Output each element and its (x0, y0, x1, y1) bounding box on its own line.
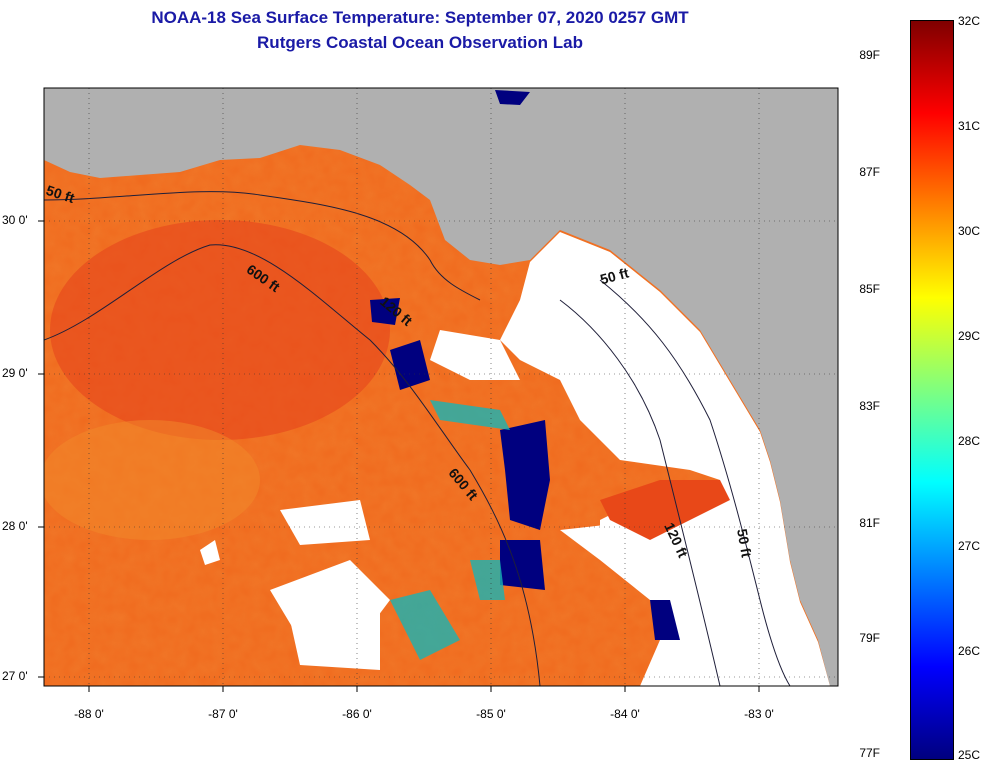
cloud-patch (280, 500, 370, 545)
fahrenheit-label: 85F (859, 282, 880, 296)
lat-label: 27 0' (2, 669, 28, 683)
celsius-label: 25C (958, 748, 981, 762)
celsius-label: 30C (958, 224, 981, 238)
fahrenheit-label: 77F (859, 746, 880, 760)
celsius-label: 31C (958, 119, 981, 133)
cloud-patch (290, 610, 380, 670)
cloud-patch (200, 540, 220, 565)
land-mass (44, 88, 838, 686)
lon-label: -88 0' (74, 707, 104, 721)
map-title: NOAA-18 Sea Surface Temperature: Septemb… (151, 8, 689, 27)
fahrenheit-label: 79F (859, 631, 880, 645)
lat-label: 30 0' (2, 213, 28, 227)
celsius-label: 27C (958, 539, 981, 553)
lat-label: 29 0' (2, 366, 28, 380)
color-scale-bar (910, 20, 954, 760)
axis-ticks (38, 220, 760, 692)
map-subtitle: Rutgers Coastal Ocean Observation Lab (257, 33, 583, 52)
celsius-label: 29C (958, 329, 981, 343)
lat-label: 28 0' (2, 519, 28, 533)
fahrenheit-label: 87F (859, 165, 880, 179)
fahrenheit-label: 89F (859, 48, 880, 62)
cool-patches (390, 400, 510, 660)
lon-label: -85 0' (476, 707, 506, 721)
cold-patches (370, 90, 680, 640)
lon-label: -86 0' (342, 707, 372, 721)
cloud-patch (430, 330, 520, 380)
map-frame (43, 87, 839, 687)
celsius-label: 32C (958, 14, 981, 28)
fahrenheit-label: 83F (859, 399, 880, 413)
warm-patch (600, 480, 730, 540)
celsius-label: 26C (958, 644, 981, 658)
lon-label: -84 0' (610, 707, 640, 721)
celsius-label: 28C (958, 434, 981, 448)
depth-contours (44, 191, 791, 686)
lon-label: -83 0' (744, 707, 774, 721)
lon-label: -87 0' (208, 707, 238, 721)
fahrenheit-label: 81F (859, 516, 880, 530)
